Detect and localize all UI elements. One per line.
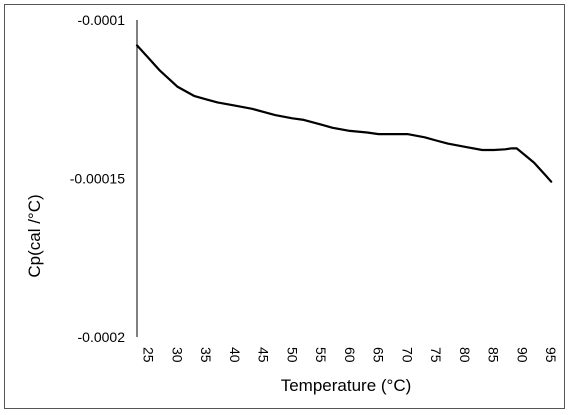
x-tick-label: 25 [141,347,157,363]
x-tick-label: 90 [514,347,530,363]
y-tick-label: -0.0002 [78,329,126,345]
x-axis: 25 30 35 40 45 50 55 60 65 70 75 80 85 90 95 [141,347,560,363]
y-tick-labels: -0.0001 -0.00015 -0.0002 [70,12,125,345]
x-tick-label: 80 [457,347,473,363]
y-tick-label: -0.0001 [78,12,126,28]
x-tick-label: 40 [227,347,243,363]
x-tick-label: 85 [486,347,502,363]
x-tick-label: 95 [543,347,559,363]
x-tick-label: 60 [342,347,358,363]
y-axis: -0.0001 -0.00015 -0.0002 [70,12,138,345]
x-tick-label: 65 [371,347,387,363]
x-tick-label: 50 [284,347,300,363]
plot-area [135,44,553,183]
x-tick-labels: 25 30 35 40 45 50 55 60 65 70 75 80 85 90 95 [141,347,560,363]
x-tick-label: 45 [256,347,272,363]
series-line [135,44,553,183]
chart-frame [4,4,565,409]
y-tick-label: -0.00015 [70,171,125,187]
x-tick-label: 70 [399,347,415,363]
x-tick-label: 55 [313,347,329,363]
x-axis-title: Temperature (°C) [281,376,412,395]
y-axis-title: Cp(cal /°C) [25,194,44,277]
x-tick-label: 35 [198,347,214,363]
x-tick-label: 75 [428,347,444,363]
x-tick-label: 30 [169,347,185,363]
